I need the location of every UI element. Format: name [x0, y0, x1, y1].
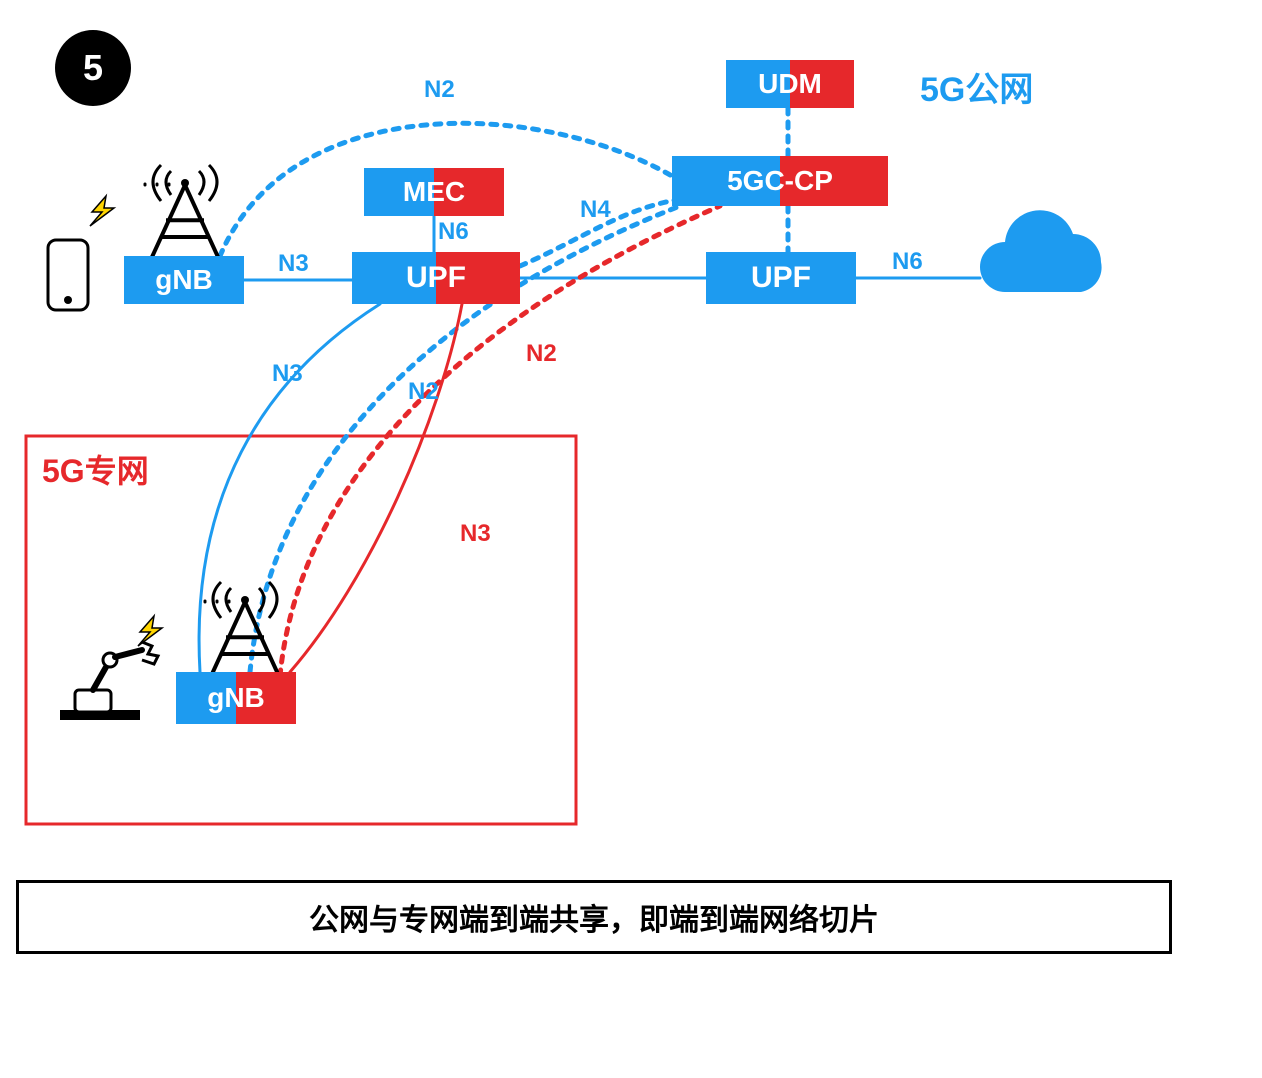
link-label-n2-gnb2-cp-b: N2 — [408, 378, 439, 406]
node-label-udm: UDM — [758, 68, 822, 100]
link-label-n3-gnb2-upf1: N3 — [272, 360, 303, 388]
link-label-n2-gnb1-cp: N2 — [424, 76, 455, 104]
node-mec: MEC — [364, 168, 504, 216]
node-gnb2: gNB — [176, 672, 296, 724]
bolt-icon-1 — [90, 196, 114, 226]
node-label-cp: 5GC-CP — [727, 165, 833, 197]
node-gnb1: gNB — [124, 256, 244, 304]
link-label-n6-upf2-cloud: N6 — [892, 248, 923, 276]
link-label-n3-gnb1-upf1: N3 — [278, 250, 309, 278]
node-label-upf1: UPF — [406, 261, 466, 295]
node-label-mec: MEC — [403, 176, 465, 208]
caption-text: 公网与专网端到端共享，即端到端网络切片 — [309, 895, 879, 939]
link-label-n2-gnb2-cp-r: N2 — [526, 340, 557, 368]
caption-box: 公网与专网端到端共享，即端到端网络切片 — [16, 880, 1172, 954]
link-label-n6-mec-upf1: N6 — [438, 218, 469, 246]
link-label-n3-gnb2-upf1-r: N3 — [460, 520, 491, 548]
node-udm: UDM — [726, 60, 854, 108]
robot-arm-icon — [60, 642, 158, 720]
private-network-box — [26, 436, 576, 824]
node-label-gnb2: gNB — [207, 682, 265, 714]
node-upf2: UPF — [706, 252, 856, 304]
title-private-network: 5G专网 — [42, 446, 149, 492]
node-label-upf2: UPF — [751, 261, 811, 295]
node-upf1: UPF — [352, 252, 520, 304]
phone-icon — [48, 240, 88, 310]
link-n3-gnb2-upf1-r — [290, 304, 462, 672]
title-public-network: 5G公网 — [920, 62, 1033, 111]
tower-icon-2 — [205, 582, 278, 674]
bolt-icon-2 — [138, 616, 162, 646]
node-cp: 5GC-CP — [672, 156, 888, 206]
cloud-icon — [980, 210, 1102, 292]
node-label-gnb1: gNB — [155, 264, 213, 296]
tower-icon-1 — [145, 165, 218, 257]
link-label-n4-upf1-cp: N4 — [580, 196, 611, 224]
